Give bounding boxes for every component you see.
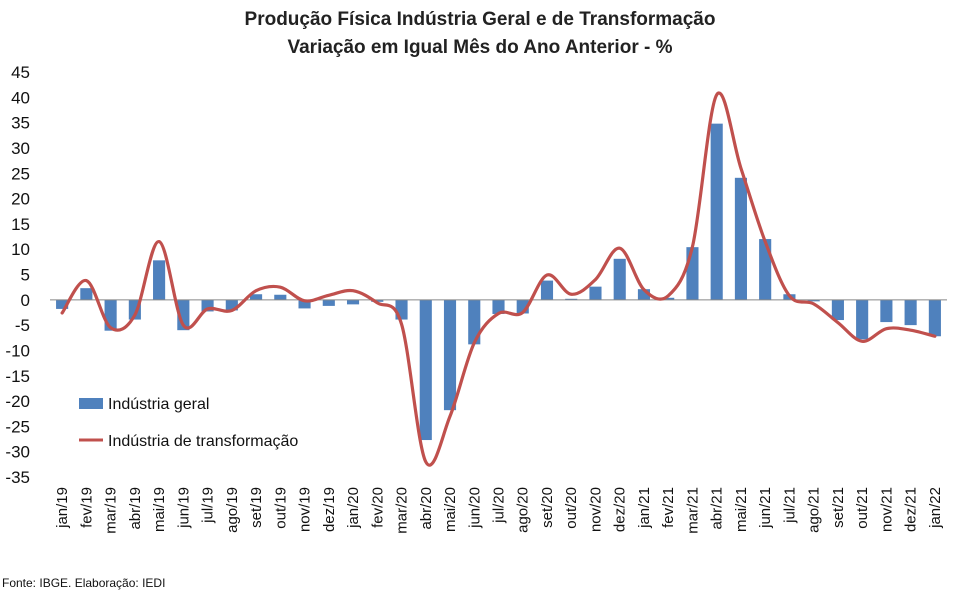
- y-tick-label: 10: [11, 240, 30, 259]
- bar: [56, 299, 69, 309]
- legend-label-industria-transformacao: Indústria de transformação: [108, 433, 298, 450]
- bar: [250, 294, 263, 300]
- x-tick-label: jan/22: [927, 487, 944, 529]
- x-tick-label: jul/19: [200, 487, 217, 524]
- x-tick-label: jul/20: [491, 487, 508, 524]
- legend: Indústria geral Indústria de transformaç…: [79, 396, 298, 450]
- x-tick-label: out/21: [854, 487, 871, 529]
- y-tick-label: -15: [5, 367, 30, 386]
- y-tick-label: 45: [11, 63, 30, 82]
- x-tick-label: set/20: [539, 487, 556, 528]
- x-tick-label: mar/21: [684, 487, 701, 534]
- x-tick-label: dez/21: [903, 487, 920, 532]
- x-tick-label: abr/21: [709, 487, 726, 530]
- chart: Produção Física Indústria Geral e de Tra…: [5, 9, 947, 534]
- bar: [346, 299, 360, 305]
- bar: [225, 299, 238, 311]
- y-tick-label: -5: [15, 316, 30, 335]
- series-line: [60, 91, 937, 467]
- bar: [856, 299, 869, 340]
- x-tick-label: nov/21: [878, 487, 895, 532]
- x-tick-label: abr/20: [418, 487, 435, 530]
- y-tick-label: -25: [5, 417, 30, 436]
- bar: [565, 298, 578, 300]
- y-tick-label: 25: [11, 164, 30, 183]
- x-tick-label: ago/19: [224, 487, 241, 533]
- bar: [153, 260, 166, 300]
- bar: [686, 247, 699, 300]
- x-tick-label: out/20: [563, 487, 580, 529]
- bar: [80, 288, 93, 300]
- bar: [443, 299, 457, 411]
- x-tick-label: mai/20: [442, 487, 459, 532]
- bar: [710, 123, 723, 300]
- bar: [807, 299, 820, 302]
- x-tick-label: jun/20: [466, 487, 483, 529]
- bar: [492, 299, 505, 314]
- legend-swatch-industria-geral: [79, 398, 103, 409]
- x-tick-label: set/19: [248, 487, 265, 528]
- x-tick-label: jan/19: [54, 487, 71, 529]
- x-tick-label: jan/21: [636, 487, 653, 529]
- bar: [419, 299, 432, 441]
- bar: [540, 280, 554, 300]
- y-tick-label: -20: [5, 392, 30, 411]
- chart-subtitle: Variação em Igual Mês do Ano Anterior - …: [287, 37, 672, 58]
- x-tick-label: dez/19: [321, 487, 338, 532]
- x-tick-label: jan/20: [345, 487, 362, 529]
- bar: [928, 299, 941, 337]
- y-tick-label: -30: [5, 443, 30, 462]
- bar: [201, 299, 214, 312]
- y-tick-label: 30: [11, 139, 30, 158]
- source-note: Fonte: IBGE. Elaboração: IEDI: [2, 576, 166, 590]
- bar: [880, 299, 893, 323]
- bar: [274, 294, 287, 300]
- chart-title: Produção Física Indústria Geral e de Tra…: [245, 9, 716, 30]
- bar: [298, 299, 311, 309]
- bar: [637, 289, 651, 300]
- x-tick-label: fev/21: [660, 487, 677, 528]
- x-tick-label: nov/20: [587, 487, 604, 532]
- line-series-industria-transformacao: [60, 91, 937, 467]
- y-tick-label: 20: [11, 190, 30, 209]
- bar: [322, 299, 335, 306]
- y-tick-label: -10: [5, 341, 30, 360]
- x-tick-label: ago/21: [806, 487, 823, 533]
- x-tick-label: jul/21: [781, 487, 798, 524]
- x-tick-label: jun/21: [757, 487, 774, 529]
- bar: [589, 286, 602, 300]
- bar: [759, 239, 772, 300]
- x-tick-label: ago/20: [515, 487, 532, 533]
- y-axis: 45 40 35 30 25 20 15 10 5 0 -5 -10 -15 -20 -25 -30 -35: [5, 63, 30, 487]
- x-tick-label: fev/20: [369, 487, 386, 528]
- bar: [662, 297, 675, 300]
- y-tick-label: -35: [5, 468, 30, 487]
- x-tick-label: mai/19: [151, 487, 168, 532]
- bar: [904, 299, 917, 326]
- y-tick-label: 15: [11, 215, 30, 234]
- legend-label-industria-geral: Indústria geral: [108, 396, 209, 413]
- y-tick-label: 5: [21, 266, 30, 285]
- x-tick-label: nov/19: [297, 487, 314, 532]
- bar: [371, 299, 384, 302]
- bar: [831, 299, 844, 321]
- x-tick-label: abr/19: [127, 487, 144, 530]
- bar: [468, 299, 481, 345]
- y-tick-label: 35: [11, 114, 30, 133]
- x-tick-label: fev/19: [78, 487, 95, 528]
- x-tick-label: mar/20: [394, 487, 411, 534]
- x-tick-label: mai/21: [733, 487, 750, 532]
- bar: [613, 258, 626, 300]
- x-axis: jan/19 fev/19 mar/19 abr/19 mai/19 jun/19 jul/…: [54, 487, 944, 534]
- x-tick-label: mar/19: [103, 487, 120, 534]
- x-tick-label: jun/19: [175, 487, 192, 529]
- y-tick-label: 40: [11, 88, 30, 107]
- bar-series-industria-geral: [50, 123, 947, 441]
- x-tick-label: out/19: [272, 487, 289, 529]
- bar: [734, 177, 747, 300]
- x-tick-label: dez/20: [612, 487, 629, 532]
- y-tick-label: 0: [21, 291, 30, 310]
- x-tick-label: set/21: [830, 487, 847, 528]
